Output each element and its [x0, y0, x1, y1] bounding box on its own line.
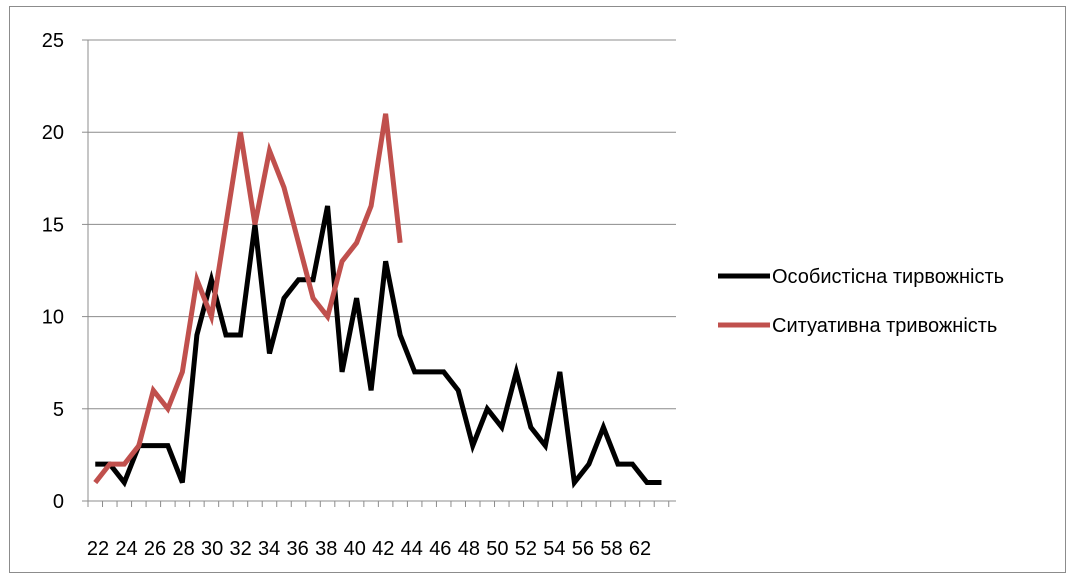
x-tick-label: 36 [287, 538, 309, 560]
y-tick-label: 15 [42, 214, 64, 236]
x-tick-label: 50 [486, 538, 508, 560]
x-tick-label: 44 [401, 538, 423, 560]
chart-border [9, 6, 1066, 573]
y-tick-label: 25 [42, 30, 64, 52]
x-tick-label: 32 [230, 538, 252, 560]
series-line-2 [93, 113, 403, 485]
axes: 0 5 10 15 20 25 22 24 26 28 30 32 34 36 38 40 42 44 46 48 50… [42, 30, 676, 560]
legend: Особистісна тирвожність Ситуативна тривож… [718, 266, 1004, 337]
x-tick-label: 24 [115, 538, 137, 560]
x-tick-label: 46 [429, 538, 451, 560]
x-tick-label: 58 [600, 538, 622, 560]
x-tick-label: 40 [344, 538, 366, 560]
x-tick-label: 56 [572, 538, 594, 560]
x-tick-label: 62 [629, 538, 651, 560]
y-tick-label: 10 [42, 307, 64, 329]
x-tick-label: 54 [543, 538, 565, 560]
y-tick-label: 5 [53, 399, 64, 421]
x-tick-label: 26 [144, 538, 166, 560]
x-tick-label: 38 [315, 538, 337, 560]
y-tick-label: 20 [42, 122, 64, 144]
x-tick-label: 52 [515, 538, 537, 560]
x-tick-label: 22 [87, 538, 109, 560]
series-lines [93, 113, 662, 489]
x-tick-label: 48 [458, 538, 480, 560]
x-tick-label: 28 [172, 538, 194, 560]
x-tick-label: 42 [372, 538, 394, 560]
legend-label-1: Особистісна тирвожність [772, 266, 1004, 288]
legend-label-2: Ситуативна тривожність [772, 315, 997, 337]
series-line-1 [95, 205, 662, 489]
y-tick-label: 0 [53, 491, 64, 513]
x-tick-label: 34 [258, 538, 280, 560]
x-tick-label: 30 [201, 538, 223, 560]
gridlines [88, 39, 676, 410]
